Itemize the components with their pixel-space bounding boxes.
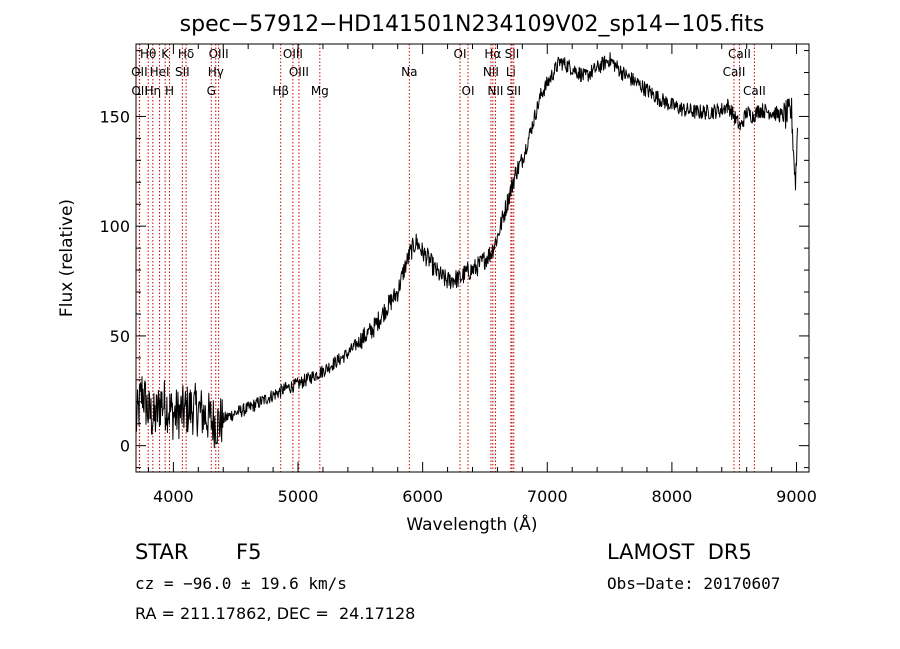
line-marker-label: OIII [283,47,303,61]
y-tick-label: 150 [99,107,130,126]
line-marker-label: Hβ [272,84,289,98]
object-subclass: F5 [236,540,262,564]
x-tick-label: 7000 [527,487,568,506]
line-marker-label: OI [454,47,467,61]
line-marker-label: SII [505,47,520,61]
line-marker-label: Hα [484,47,501,61]
line-marker-label: NII [483,65,499,79]
line-marker-label: Hη [145,84,162,98]
line-marker-label: OIII [209,47,229,61]
line-marker-label: Hθ [140,47,156,61]
x-tick-label: 4000 [153,487,194,506]
spectrum-line [135,52,798,449]
line-marker-label: Hδ [178,47,194,61]
line-marker-label: OI [462,84,475,98]
x-axis-label: Wavelength (Å) [406,513,537,535]
line-marker-label: CaII [728,47,751,61]
line-marker-label: HeI [150,65,170,79]
line-marker-label: OII [131,84,148,98]
emission-line-markers: Hθ K Hδ OIII OIII OI Hα SII CaII OII HeI SII Hγ OIII N… [131,44,766,472]
line-marker-label: Na [401,65,417,79]
line-marker-label: NII [487,84,503,98]
coordinates: RA = 211.17862, DEC = 24.17128 [135,604,416,623]
line-marker-label: G [207,84,216,98]
y-axis: 0 50 100 150 [99,50,809,469]
x-axis: 4000 5000 6000 7000 8000 9000 [147,44,817,506]
line-marker-label: H [165,84,174,98]
x-tick-label: 8000 [652,487,693,506]
line-marker-label: SII [175,65,190,79]
line-marker-label: CaII [743,84,766,98]
y-tick-label: 100 [99,217,130,236]
line-marker-label: Li [506,65,516,79]
obs-date: Obs−Date: 20170607 [607,574,781,593]
redshift-readout: cz = −96.0 ± 19.6 km/s [135,574,347,593]
line-marker-label: Hγ [208,65,224,79]
line-marker-label: SII [506,84,521,98]
x-tick-label: 9000 [776,487,817,506]
y-tick-label: 0 [120,437,130,456]
line-marker-label: Mg [311,84,329,98]
y-tick-label: 50 [110,327,130,346]
line-marker-label: OIII [289,65,309,79]
x-tick-label: 5000 [278,487,319,506]
y-axis-label: Flux (relative) [57,199,77,317]
object-class: STAR [135,540,189,564]
x-tick-label: 6000 [402,487,443,506]
survey-label: LAMOST DR5 [607,540,752,564]
line-marker-label: CaII [723,65,746,79]
chart-title: spec−57912−HD141501N234109V02_sp14−105.f… [180,12,765,37]
line-marker-label: K [161,47,170,61]
